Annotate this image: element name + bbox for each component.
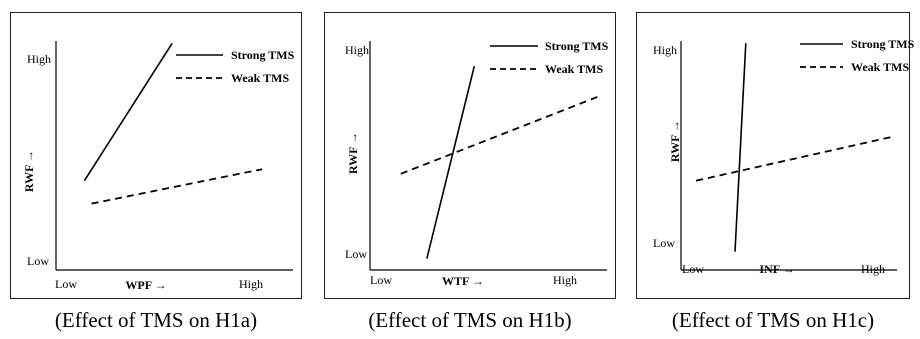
x-tick-low: Low (682, 262, 704, 276)
weak-tms-line (91, 168, 263, 205)
x-tick-high: High (861, 262, 885, 276)
x-tick-low: Low (370, 273, 392, 287)
chart-panel-h1a: High Low Low High WPF → RWF → Strong TMS Weak T… (10, 12, 302, 299)
legend-label: Weak TMS (545, 62, 603, 76)
y-tick-high: High (345, 43, 369, 57)
y-tick-low: Low (345, 247, 367, 261)
weak-tms-line (695, 136, 891, 182)
caption-h1c: (Effect of TMS on H1c) (671, 308, 875, 332)
chart-svg: High Low Low High INF → RWF → Strong TMS Weak T… (653, 37, 915, 276)
x-axis-label: INF → (759, 262, 794, 276)
x-tick-high: High (553, 273, 577, 287)
y-tick-low: Low (27, 254, 49, 268)
legend-label: Strong TMS (545, 39, 609, 53)
x-axis-label: WTF → (442, 274, 484, 288)
legend-label: Weak TMS (231, 71, 289, 85)
y-axis-label: RWF → (346, 132, 360, 174)
y-axis-label: RWF → (668, 120, 682, 162)
x-tick-low: Low (55, 277, 77, 291)
caption-h1b: (Effect of TMS on H1b) (368, 308, 572, 332)
strong-tms-line (426, 65, 476, 259)
chart-panel-h1c: High Low Low High INF → RWF → Strong TMS Weak T… (636, 12, 915, 299)
y-tick-high: High (27, 52, 51, 66)
strong-tms-line (734, 43, 747, 252)
chart-svg: High Low Low High WPF → RWF → Strong TMS Weak T… (22, 41, 295, 292)
y-tick-low: Low (653, 236, 675, 250)
strong-tms-line (83, 42, 173, 182)
weak-tms-line (400, 95, 601, 175)
caption-h1a: (Effect of TMS on H1a) (54, 308, 258, 332)
legend-label: Strong TMS (851, 37, 915, 51)
chart-panel-h1b: High Low Low High WTF → RWF → Strong TMS Weak T… (324, 12, 616, 299)
x-axis-label: WPF → (125, 278, 166, 292)
x-tick-high: High (239, 277, 263, 291)
y-tick-high: High (653, 43, 677, 57)
legend-label: Strong TMS (231, 48, 295, 62)
legend-label: Weak TMS (851, 60, 909, 74)
y-axis-label: RWF → (22, 150, 36, 192)
